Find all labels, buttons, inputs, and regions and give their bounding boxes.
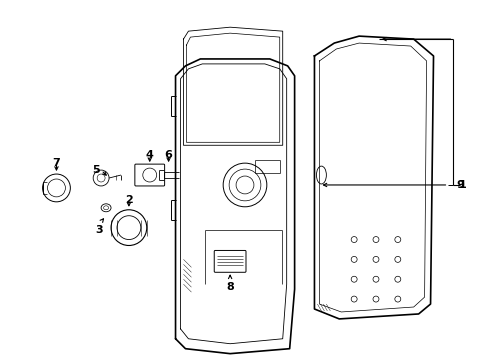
Text: 9: 9: [456, 180, 464, 190]
Text: 4: 4: [146, 150, 154, 160]
Text: 3: 3: [96, 225, 103, 235]
Text: 5: 5: [92, 165, 100, 175]
Text: 2: 2: [125, 195, 133, 205]
Text: 1: 1: [458, 180, 466, 190]
Text: 8: 8: [226, 282, 234, 292]
Text: 7: 7: [52, 158, 60, 168]
Text: 6: 6: [165, 150, 172, 160]
